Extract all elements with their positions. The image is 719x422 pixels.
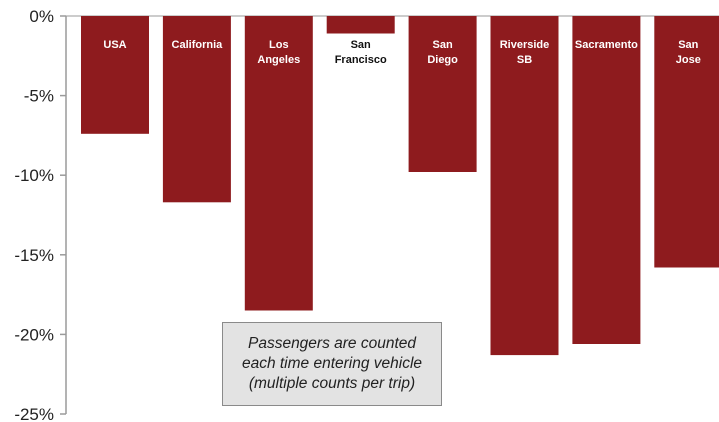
bar (408, 16, 477, 172)
annotation-box: Passengers are counted each time enterin… (222, 322, 442, 406)
bar (81, 16, 149, 134)
bar-label: Riverside SB (500, 39, 550, 66)
bar-label: Sacramento (575, 39, 638, 51)
bar (572, 16, 641, 344)
y-tick-label: 0% (29, 7, 54, 26)
annotation-line-1: Passengers are counted (247, 335, 417, 352)
bar-label: San Francisco (335, 39, 387, 66)
bar (490, 16, 559, 356)
bar-label: USA (103, 39, 126, 51)
y-tick-label: -10% (14, 166, 54, 185)
bar-label: Los Angeles (257, 39, 300, 66)
bar (244, 16, 313, 311)
y-tick-label: -20% (14, 325, 54, 344)
bar-label: San Diego (427, 39, 458, 66)
bar-labels: USA California Los Angeles San Francisco San Di… (103, 39, 700, 66)
bar (326, 16, 395, 34)
annotation-line-3: (multiple counts per trip) (248, 375, 416, 392)
bar (654, 16, 719, 268)
bar-label: California (172, 39, 224, 51)
y-tick-label: -25% (14, 405, 54, 422)
bars (81, 16, 719, 356)
annotation-line-2: each time entering vehicle (241, 355, 423, 372)
bar (162, 16, 231, 203)
bar-label: San Jose (676, 39, 701, 66)
y-tick-label: -5% (24, 87, 54, 106)
y-tick-label: -15% (14, 246, 54, 265)
